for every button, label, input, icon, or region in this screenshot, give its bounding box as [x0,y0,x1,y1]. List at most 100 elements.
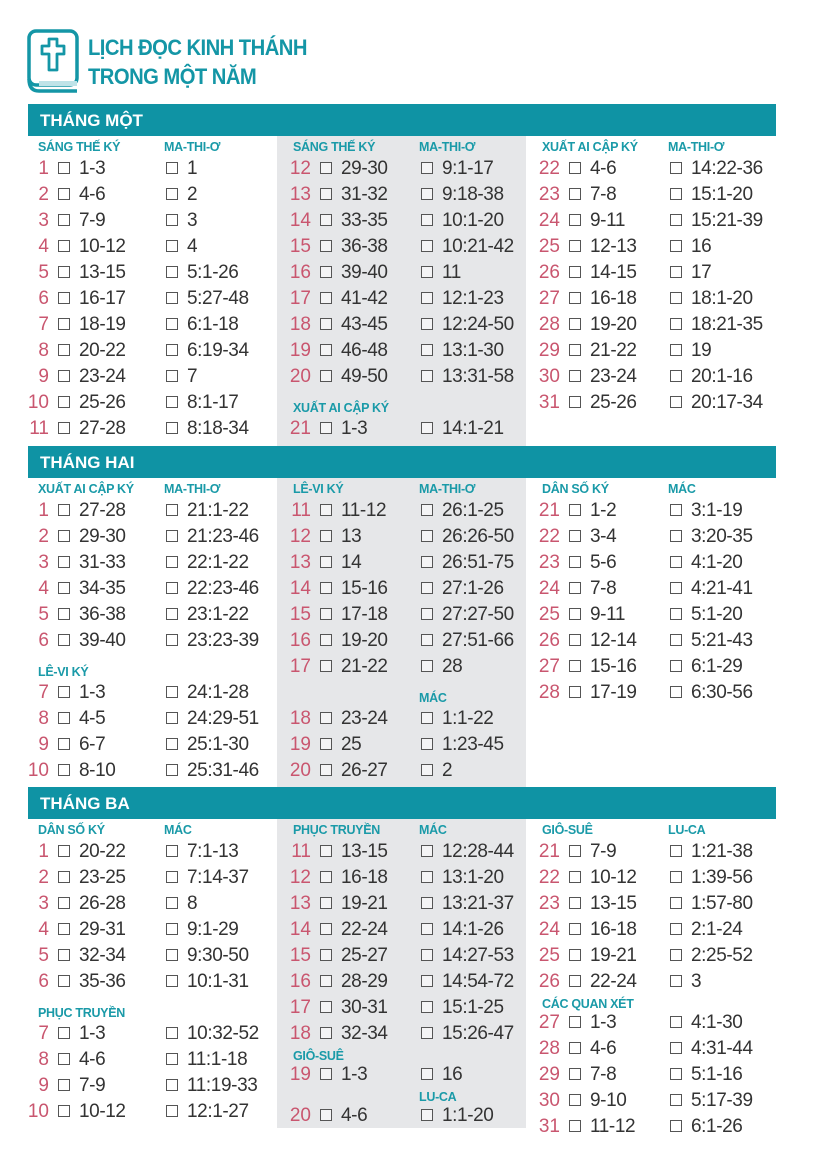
checkbox-new-testament[interactable] [421,1068,433,1080]
checkbox-old-testament[interactable] [58,949,70,961]
checkbox-new-testament[interactable] [166,1079,178,1091]
checkbox-old-testament[interactable] [320,949,332,961]
checkbox-new-testament[interactable] [421,162,433,174]
checkbox-new-testament[interactable] [421,1001,433,1013]
checkbox-new-testament[interactable] [166,240,178,252]
checkbox-new-testament[interactable] [670,608,682,620]
checkbox-old-testament[interactable] [320,188,332,200]
checkbox-new-testament[interactable] [421,897,433,909]
checkbox-old-testament[interactable] [58,370,70,382]
checkbox-new-testament[interactable] [166,949,178,961]
checkbox-new-testament[interactable] [421,266,433,278]
checkbox-new-testament[interactable] [421,764,433,776]
checkbox-old-testament[interactable] [320,1001,332,1013]
checkbox-new-testament[interactable] [166,1105,178,1117]
checkbox-new-testament[interactable] [166,923,178,935]
checkbox-old-testament[interactable] [58,530,70,542]
checkbox-old-testament[interactable] [320,1109,332,1121]
checkbox-new-testament[interactable] [166,634,178,646]
checkbox-old-testament[interactable] [58,712,70,724]
checkbox-new-testament[interactable] [166,608,178,620]
checkbox-old-testament[interactable] [320,712,332,724]
checkbox-new-testament[interactable] [166,266,178,278]
checkbox-new-testament[interactable] [421,738,433,750]
checkbox-old-testament[interactable] [569,923,581,935]
checkbox-old-testament[interactable] [569,188,581,200]
checkbox-new-testament[interactable] [166,712,178,724]
checkbox-new-testament[interactable] [421,188,433,200]
checkbox-new-testament[interactable] [670,504,682,516]
checkbox-old-testament[interactable] [58,240,70,252]
checkbox-new-testament[interactable] [421,660,433,672]
checkbox-new-testament[interactable] [166,370,178,382]
checkbox-new-testament[interactable] [670,871,682,883]
checkbox-new-testament[interactable] [670,897,682,909]
checkbox-old-testament[interactable] [569,608,581,620]
checkbox-old-testament[interactable] [569,634,581,646]
checkbox-old-testament[interactable] [320,975,332,987]
checkbox-old-testament[interactable] [320,608,332,620]
checkbox-new-testament[interactable] [670,162,682,174]
checkbox-old-testament[interactable] [569,1042,581,1054]
checkbox-new-testament[interactable] [670,1068,682,1080]
checkbox-old-testament[interactable] [58,422,70,434]
checkbox-old-testament[interactable] [569,556,581,568]
checkbox-old-testament[interactable] [58,582,70,594]
checkbox-old-testament[interactable] [569,897,581,909]
checkbox-new-testament[interactable] [670,1120,682,1132]
checkbox-new-testament[interactable] [166,318,178,330]
checkbox-new-testament[interactable] [421,634,433,646]
checkbox-new-testament[interactable] [670,396,682,408]
checkbox-new-testament[interactable] [166,897,178,909]
checkbox-old-testament[interactable] [320,582,332,594]
checkbox-old-testament[interactable] [569,975,581,987]
checkbox-new-testament[interactable] [421,582,433,594]
checkbox-new-testament[interactable] [166,396,178,408]
checkbox-new-testament[interactable] [421,504,433,516]
checkbox-old-testament[interactable] [569,240,581,252]
checkbox-new-testament[interactable] [421,923,433,935]
checkbox-old-testament[interactable] [58,686,70,698]
checkbox-new-testament[interactable] [670,845,682,857]
checkbox-old-testament[interactable] [58,504,70,516]
checkbox-old-testament[interactable] [320,1027,332,1039]
checkbox-old-testament[interactable] [320,318,332,330]
checkbox-old-testament[interactable] [569,686,581,698]
checkbox-new-testament[interactable] [166,162,178,174]
checkbox-old-testament[interactable] [58,292,70,304]
checkbox-old-testament[interactable] [58,188,70,200]
checkbox-new-testament[interactable] [670,582,682,594]
checkbox-new-testament[interactable] [166,556,178,568]
checkbox-new-testament[interactable] [670,975,682,987]
checkbox-new-testament[interactable] [670,1042,682,1054]
checkbox-new-testament[interactable] [670,1016,682,1028]
checkbox-old-testament[interactable] [569,660,581,672]
checkbox-old-testament[interactable] [320,162,332,174]
checkbox-new-testament[interactable] [670,634,682,646]
checkbox-old-testament[interactable] [569,266,581,278]
checkbox-new-testament[interactable] [670,370,682,382]
checkbox-old-testament[interactable] [320,266,332,278]
checkbox-new-testament[interactable] [421,949,433,961]
checkbox-old-testament[interactable] [320,871,332,883]
checkbox-old-testament[interactable] [569,1016,581,1028]
checkbox-new-testament[interactable] [421,318,433,330]
checkbox-old-testament[interactable] [569,214,581,226]
checkbox-old-testament[interactable] [58,975,70,987]
checkbox-old-testament[interactable] [58,162,70,174]
checkbox-old-testament[interactable] [569,582,581,594]
checkbox-new-testament[interactable] [421,292,433,304]
checkbox-new-testament[interactable] [670,240,682,252]
checkbox-new-testament[interactable] [421,712,433,724]
checkbox-old-testament[interactable] [569,1120,581,1132]
checkbox-new-testament[interactable] [421,1109,433,1121]
checkbox-old-testament[interactable] [569,344,581,356]
checkbox-new-testament[interactable] [421,530,433,542]
checkbox-new-testament[interactable] [421,975,433,987]
checkbox-old-testament[interactable] [58,344,70,356]
checkbox-old-testament[interactable] [58,396,70,408]
checkbox-new-testament[interactable] [166,582,178,594]
checkbox-old-testament[interactable] [58,266,70,278]
checkbox-old-testament[interactable] [320,764,332,776]
checkbox-old-testament[interactable] [569,504,581,516]
